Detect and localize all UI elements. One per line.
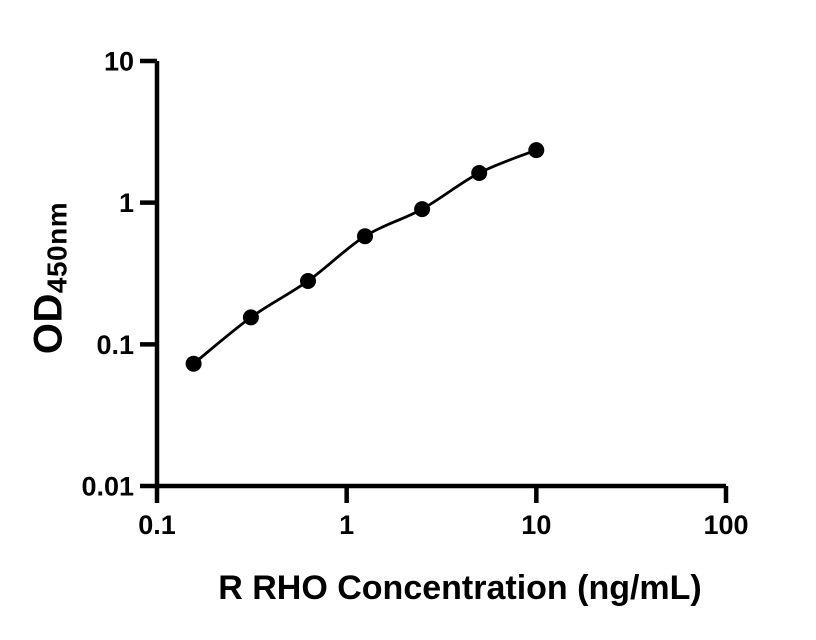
data-point — [242, 309, 259, 326]
data-point — [357, 228, 373, 245]
data-point — [528, 142, 545, 159]
data-point — [185, 355, 202, 372]
axis-spines — [154, 61, 726, 489]
y-tick-label: 1 — [119, 188, 134, 218]
y-tick-label: 0.1 — [96, 330, 134, 360]
x-tick-label: 1 — [339, 510, 354, 540]
x-axis-title: R RHO Concentration (ng/mL) — [218, 569, 702, 607]
data-point — [300, 273, 316, 289]
data-point — [414, 201, 431, 218]
y-axis-title-subscript: 450nm — [41, 201, 73, 294]
y-axis-title: OD450nm — [26, 201, 73, 355]
x-tick-label: 0.1 — [138, 510, 176, 540]
x-tick-label: 100 — [703, 510, 748, 540]
y-tick-label: 0.01 — [81, 472, 134, 502]
y-axis-title-main: OD — [26, 293, 71, 355]
data-point — [471, 165, 488, 181]
x-tick-label: 10 — [521, 510, 551, 540]
y-tick-label: 10 — [104, 47, 134, 77]
curve-line — [192, 148, 537, 365]
